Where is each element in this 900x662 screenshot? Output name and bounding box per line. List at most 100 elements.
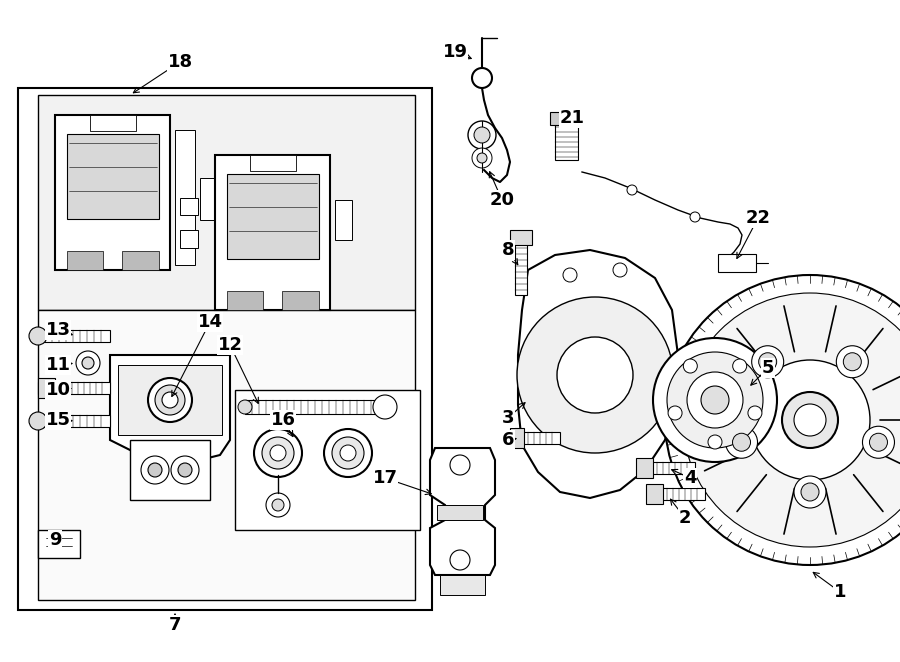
Text: 10: 10	[46, 381, 70, 399]
Polygon shape	[510, 428, 524, 448]
Circle shape	[270, 445, 286, 461]
Polygon shape	[38, 378, 55, 398]
Circle shape	[472, 148, 492, 168]
Circle shape	[517, 297, 673, 453]
Polygon shape	[430, 448, 495, 575]
Polygon shape	[215, 155, 330, 310]
Circle shape	[266, 493, 290, 517]
Text: 12: 12	[218, 336, 242, 354]
Text: 6: 6	[502, 431, 514, 449]
Circle shape	[613, 263, 627, 277]
Circle shape	[450, 550, 470, 570]
Circle shape	[683, 293, 900, 547]
Polygon shape	[67, 252, 104, 270]
Polygon shape	[550, 112, 583, 125]
Circle shape	[752, 346, 784, 378]
Circle shape	[272, 499, 284, 511]
Circle shape	[262, 437, 294, 469]
Polygon shape	[38, 382, 110, 394]
Text: 13: 13	[46, 321, 70, 339]
Polygon shape	[122, 252, 158, 270]
Circle shape	[733, 433, 751, 451]
Text: 7: 7	[169, 616, 181, 634]
Circle shape	[750, 360, 870, 480]
Circle shape	[563, 268, 577, 282]
Text: 14: 14	[197, 313, 222, 331]
Circle shape	[725, 426, 758, 458]
Circle shape	[340, 445, 356, 461]
Polygon shape	[175, 130, 195, 265]
Polygon shape	[440, 575, 485, 595]
Circle shape	[141, 456, 169, 484]
Circle shape	[254, 429, 302, 477]
Text: 11: 11	[46, 356, 70, 374]
Circle shape	[748, 406, 762, 420]
Text: 5: 5	[761, 359, 774, 377]
Polygon shape	[18, 88, 432, 610]
Text: 3: 3	[502, 409, 514, 427]
Circle shape	[474, 127, 490, 143]
Circle shape	[477, 153, 487, 163]
Polygon shape	[249, 155, 295, 171]
Circle shape	[701, 386, 729, 414]
Polygon shape	[235, 390, 420, 530]
Circle shape	[171, 456, 199, 484]
Circle shape	[76, 351, 100, 375]
Circle shape	[82, 357, 94, 369]
Circle shape	[862, 426, 895, 458]
Polygon shape	[282, 291, 319, 310]
Circle shape	[869, 433, 887, 451]
Circle shape	[627, 185, 637, 195]
Circle shape	[324, 429, 372, 477]
Circle shape	[162, 392, 178, 408]
Text: 19: 19	[443, 43, 467, 61]
Circle shape	[665, 275, 900, 565]
Polygon shape	[38, 310, 415, 600]
Polygon shape	[636, 458, 653, 478]
Circle shape	[373, 395, 397, 419]
Polygon shape	[640, 462, 695, 474]
Circle shape	[687, 372, 743, 428]
Polygon shape	[650, 488, 705, 500]
Text: 22: 22	[745, 209, 770, 227]
Polygon shape	[55, 115, 170, 270]
Circle shape	[690, 212, 700, 222]
Text: 18: 18	[167, 53, 193, 71]
Circle shape	[155, 385, 185, 415]
Circle shape	[238, 400, 252, 414]
Circle shape	[801, 483, 819, 501]
Polygon shape	[38, 95, 415, 310]
Text: 2: 2	[679, 509, 691, 527]
Circle shape	[653, 338, 777, 462]
Polygon shape	[180, 198, 198, 215]
Polygon shape	[227, 173, 319, 259]
Circle shape	[450, 455, 470, 475]
Polygon shape	[515, 242, 527, 295]
Circle shape	[843, 353, 861, 371]
Circle shape	[148, 378, 192, 422]
Circle shape	[667, 352, 763, 448]
Text: 20: 20	[490, 191, 515, 209]
Circle shape	[782, 392, 838, 448]
Circle shape	[148, 463, 162, 477]
Text: 4: 4	[684, 469, 697, 487]
Circle shape	[332, 437, 364, 469]
Circle shape	[468, 121, 496, 149]
Polygon shape	[130, 440, 210, 500]
Text: 17: 17	[373, 469, 398, 487]
Polygon shape	[646, 484, 663, 504]
Polygon shape	[335, 200, 352, 240]
Circle shape	[29, 327, 47, 345]
Circle shape	[794, 404, 826, 436]
Polygon shape	[518, 250, 678, 498]
Polygon shape	[89, 115, 136, 130]
Polygon shape	[180, 230, 198, 248]
Circle shape	[557, 337, 633, 413]
Circle shape	[836, 346, 868, 378]
Text: 16: 16	[271, 411, 295, 429]
Polygon shape	[245, 400, 390, 414]
Circle shape	[178, 463, 192, 477]
Polygon shape	[67, 134, 158, 219]
Polygon shape	[38, 415, 110, 427]
Text: 8: 8	[501, 241, 514, 259]
